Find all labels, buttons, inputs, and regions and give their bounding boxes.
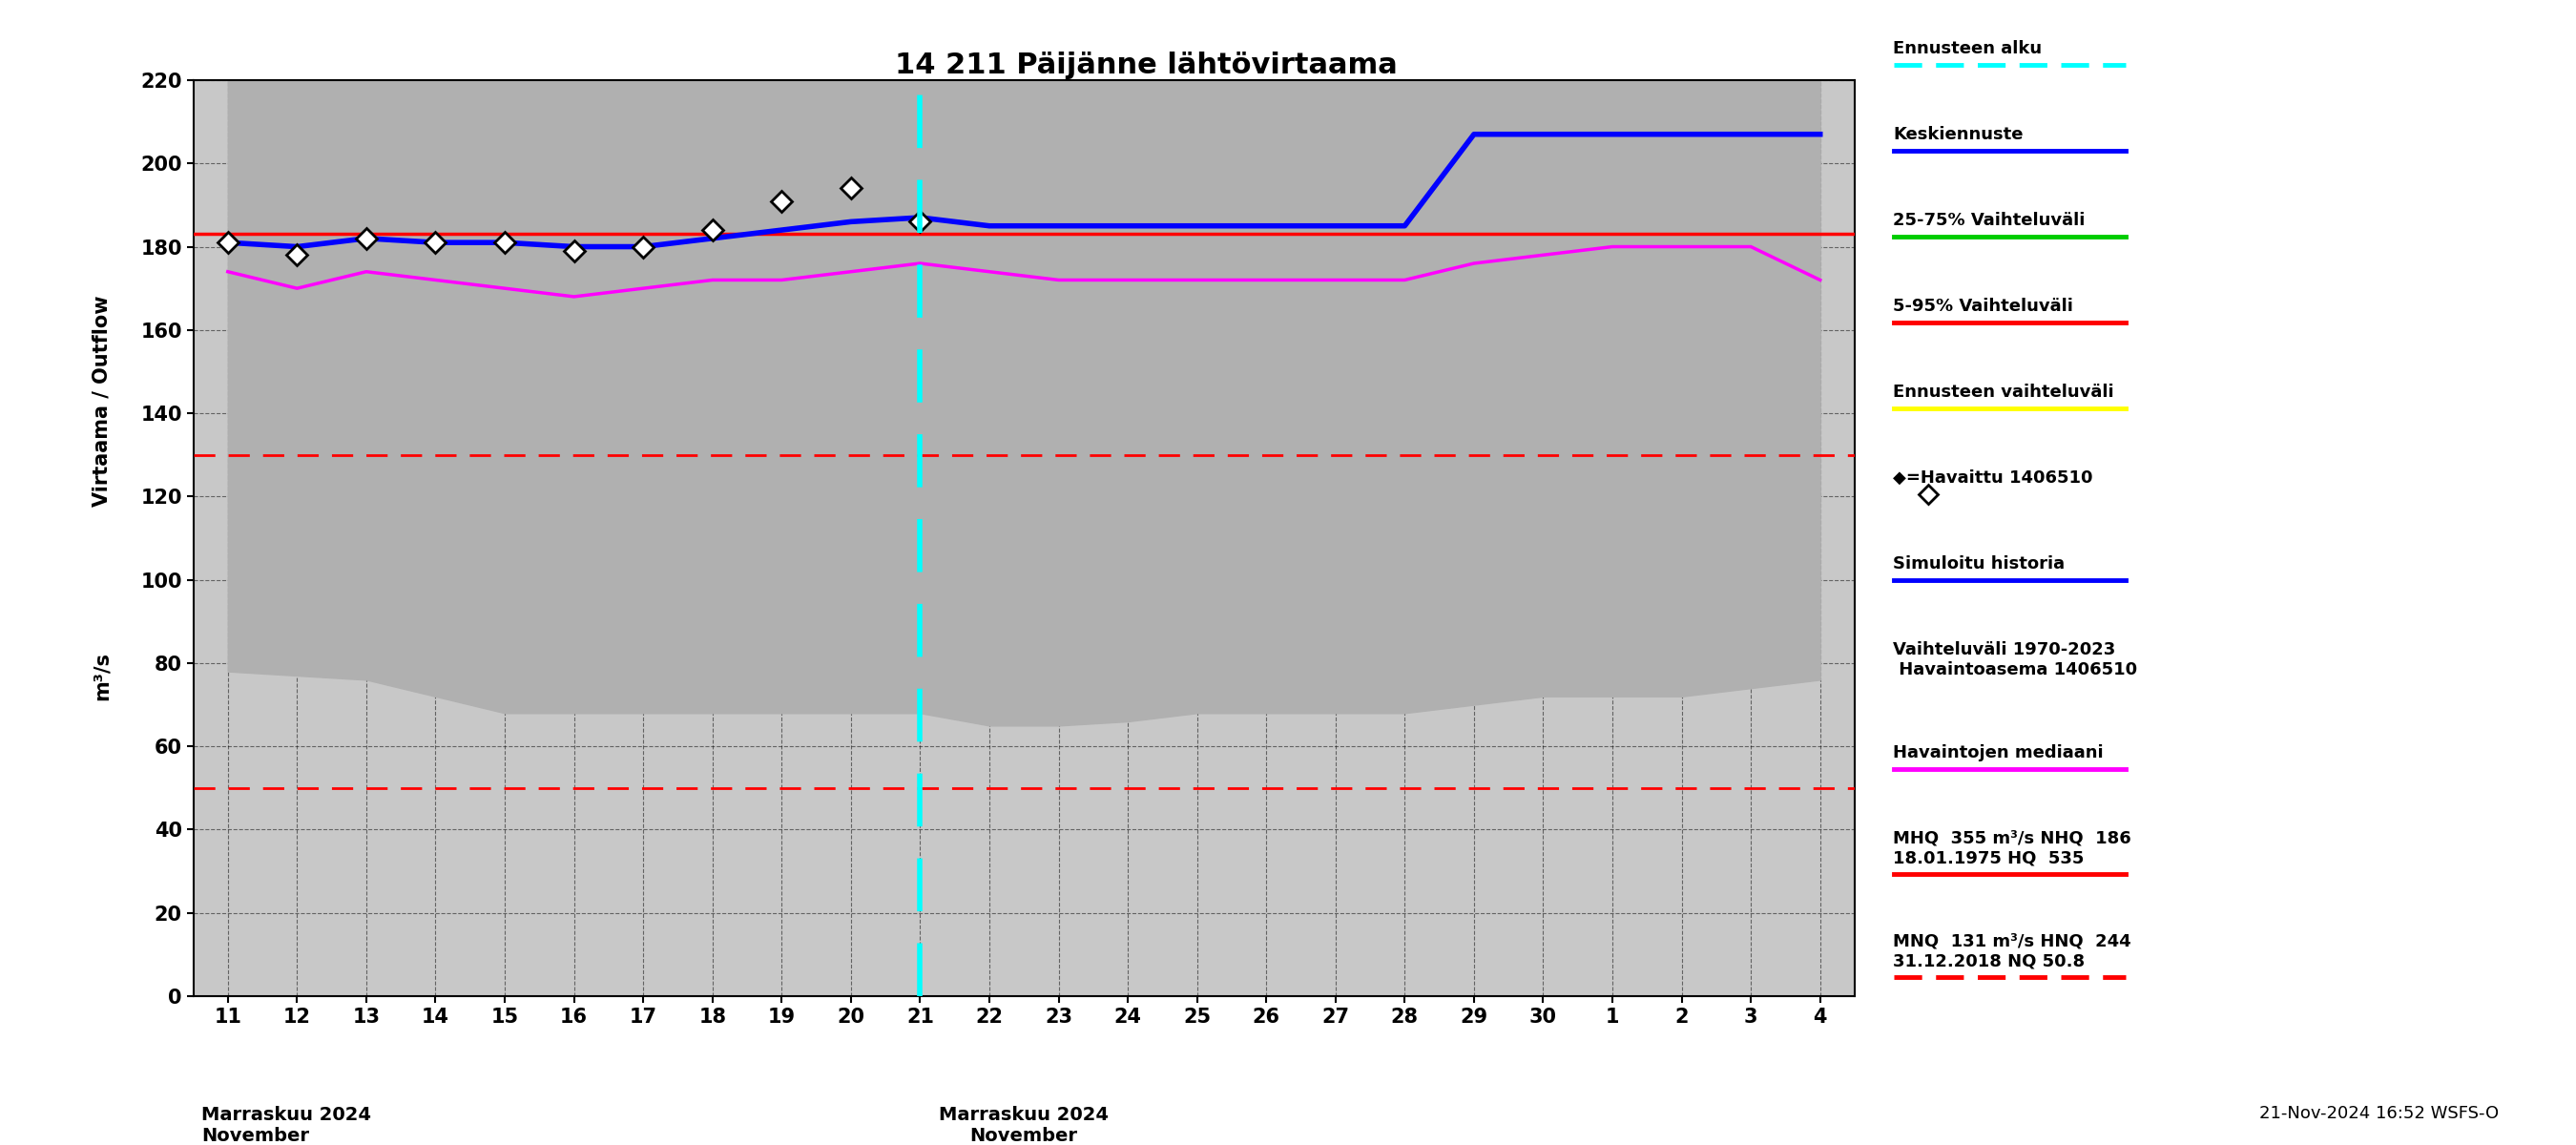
Text: Ennusteen alku: Ennusteen alku — [1893, 40, 2043, 57]
Text: MNQ  131 m³/s HNQ  244
31.12.2018 NQ 50.8: MNQ 131 m³/s HNQ 244 31.12.2018 NQ 50.8 — [1893, 933, 2130, 970]
Text: MHQ  355 m³/s NHQ  186
18.01.1975 HQ  535: MHQ 355 m³/s NHQ 186 18.01.1975 HQ 535 — [1893, 830, 2133, 867]
Text: Virtaama / Outflow: Virtaama / Outflow — [93, 295, 111, 506]
Text: ◆=Havaittu 1406510: ◆=Havaittu 1406510 — [1893, 469, 2094, 487]
Text: Havaintojen mediaani: Havaintojen mediaani — [1893, 744, 2105, 761]
Text: 5-95% Vaihteluväli: 5-95% Vaihteluväli — [1893, 298, 2074, 315]
Text: Simuloitu historia: Simuloitu historia — [1893, 555, 2066, 572]
Text: m³/s: m³/s — [93, 652, 111, 700]
Text: Keskiennuste: Keskiennuste — [1893, 126, 2025, 143]
Text: Ennusteen vaihteluväli: Ennusteen vaihteluväli — [1893, 384, 2115, 401]
Text: 25-75% Vaihteluväli: 25-75% Vaihteluväli — [1893, 212, 2087, 229]
Text: 14 211 Päijänne lähtövirtaama: 14 211 Päijänne lähtövirtaama — [896, 52, 1399, 79]
Text: 21-Nov-2024 16:52 WSFS-O: 21-Nov-2024 16:52 WSFS-O — [2259, 1105, 2499, 1122]
Text: Vaihteluväli 1970-2023
 Havaintoasema 1406510: Vaihteluväli 1970-2023 Havaintoasema 140… — [1893, 641, 2138, 678]
Text: Marraskuu 2024
November: Marraskuu 2024 November — [201, 1106, 371, 1145]
Text: Marraskuu 2024
November: Marraskuu 2024 November — [940, 1106, 1108, 1145]
